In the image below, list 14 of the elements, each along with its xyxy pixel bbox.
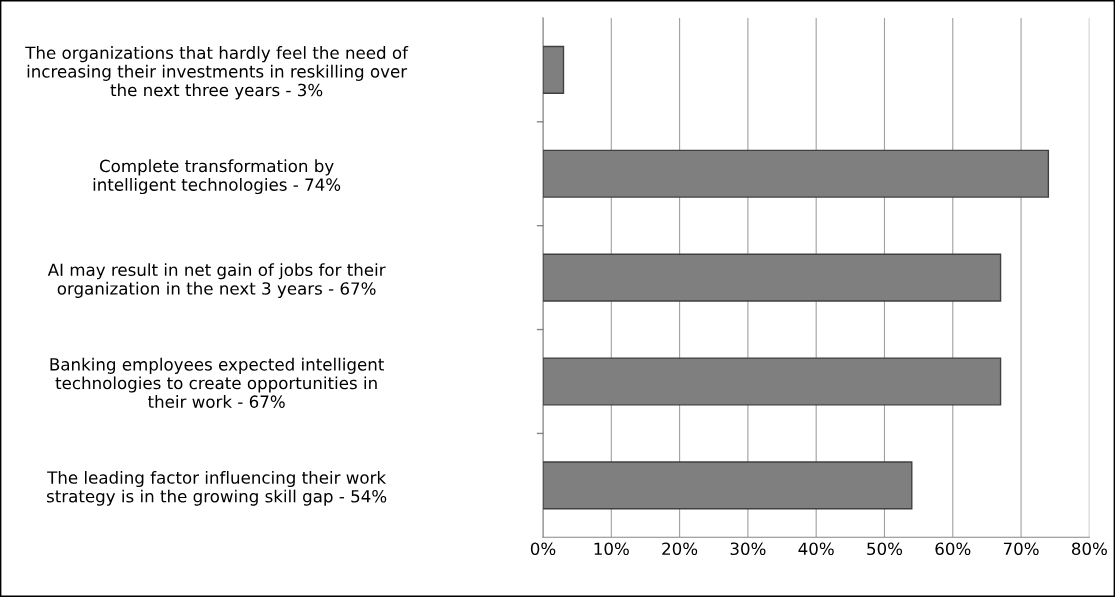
x-tick-label: 40% — [798, 542, 834, 556]
x-tick-label: 80% — [1071, 542, 1107, 556]
x-tick-label: 0% — [530, 542, 556, 556]
y-tick-label: The organizations that hardly feel the need of increasing their investments in reskilling over the next three years - 3% — [25, 46, 409, 100]
x-tick-label: 60% — [935, 542, 971, 556]
x-tick-label: 70% — [1003, 542, 1039, 556]
y-tick-label: Complete transformation by intelligent technologies - 74% — [93, 159, 341, 195]
x-tick-label: 20% — [662, 542, 698, 556]
x-tick-label: 10% — [594, 542, 629, 556]
x-tick-label: 50% — [867, 542, 903, 556]
x-tick-label: 30% — [730, 542, 766, 556]
y-tick-label: Banking employees expected intelligent technologies to create opportunities in their work - 67% — [50, 357, 384, 408]
y-tick-label: The leading factor influencing their work strategy is in the growing skill gap - 54% — [46, 470, 387, 506]
y-tick-label: AI may result in net gain of jobs for their organization in the next 3 years - 67% — [47, 263, 386, 298]
